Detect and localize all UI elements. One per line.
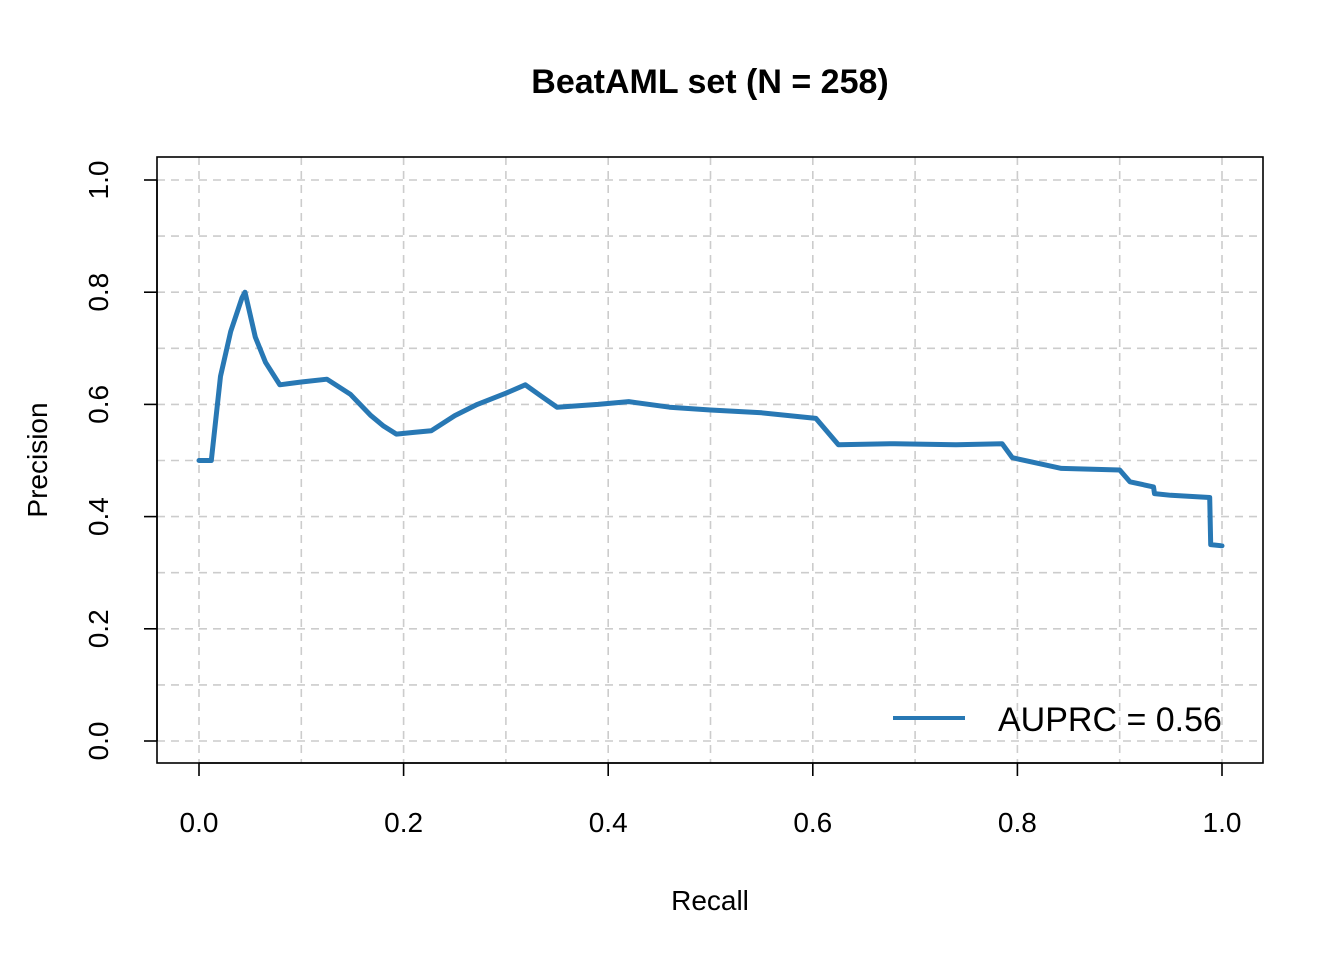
series-layer [196, 289, 1225, 549]
legend-label: AUPRC = 0.56 [998, 701, 1222, 739]
y-tick-label: 0.2 [83, 609, 114, 648]
chart-title: BeatAML set (N = 258) [531, 63, 888, 101]
y-axis-label: Precision [22, 402, 53, 517]
x-tick-label: 0.0 [180, 807, 219, 838]
y-tick-label: 0.8 [83, 273, 114, 312]
x-tick-label: 0.2 [384, 807, 423, 838]
legend: AUPRC = 0.56 [893, 701, 1222, 739]
x-tick-label: 0.4 [589, 807, 628, 838]
y-tick-label: 1.0 [83, 161, 114, 200]
y-tick-label: 0.6 [83, 385, 114, 424]
x-tick-label: 0.8 [998, 807, 1037, 838]
x-tick-label: 1.0 [1203, 807, 1242, 838]
x-tick-label: 0.6 [793, 807, 832, 838]
axes: 0.0 0.2 0.4 0.6 0.8 1.0 0.0 0.2 0.4 0.6 0.8 1.0 [83, 161, 1241, 838]
y-tick-label: 0.0 [83, 722, 114, 761]
x-axis-label: Recall [671, 885, 749, 916]
y-tick-label: 0.4 [83, 497, 114, 536]
series-line [196, 289, 1225, 549]
grid [157, 157, 1263, 763]
